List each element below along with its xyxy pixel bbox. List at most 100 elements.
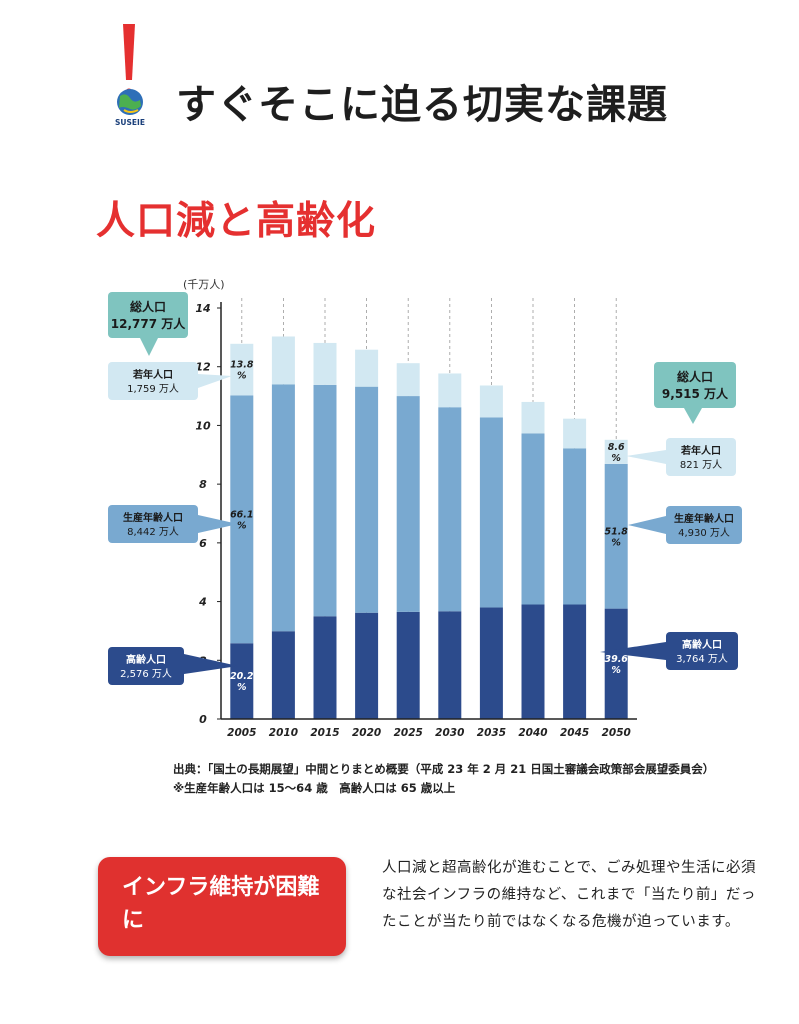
x-tick-label-2045: 2045 — [560, 727, 589, 739]
y-tick-label-6: 6 — [199, 537, 207, 550]
callout-pointer-left-3 — [184, 654, 238, 674]
callout-pointer-right-1 — [626, 450, 666, 464]
bar-2030-youth — [438, 373, 462, 408]
bar-2025-working-age — [396, 396, 420, 612]
bar-2005-elderly — [230, 643, 254, 719]
callout-label-left-0: 総人口 — [130, 299, 166, 314]
bar-2035-working-age — [479, 417, 503, 608]
callout-text: インフラ維持が困難に — [122, 875, 320, 933]
x-tick-label-2025: 2025 — [394, 727, 423, 739]
bar-2025-elderly — [396, 611, 420, 719]
callout-pointer-right-3 — [600, 642, 666, 660]
x-tick-label-2030: 2030 — [435, 727, 464, 739]
bar-2010-elderly — [271, 631, 295, 719]
bar-2040-working-age — [521, 433, 545, 605]
callout-label-right-0: 総人口 — [677, 369, 713, 384]
callout-label-right-3: 高齢人口 — [682, 638, 722, 651]
body-paragraph: 人口減と超高齢化が進むことで、ごみ処理や生活に必須な社会インフラの維持など、これ… — [382, 860, 756, 930]
bar-label-2005-0: 20.2% — [230, 671, 254, 693]
bar-label-2050-2: 8.6% — [608, 442, 625, 464]
y-tick-label-0: 0 — [199, 713, 207, 726]
bar-label-2050-1: 51.8% — [604, 526, 628, 548]
bar-2050-working-age — [604, 463, 628, 609]
population-chart: (千万人) 0246810121420052010201520202025203… — [108, 278, 742, 739]
callout-label-right-2: 生産年齢人口 — [674, 512, 734, 525]
bar-2020-elderly — [355, 612, 379, 719]
grid-lines — [241, 298, 617, 719]
bar-2040-youth — [521, 401, 545, 434]
callout-value-right-0: 9,515 万人 — [662, 386, 729, 401]
callout-label-left-2: 生産年齢人口 — [123, 511, 183, 524]
bar-percent-labels: 20.2 % 66.1 % 13.8 % 39.6 % 51.8 % 8.6% — [230, 360, 628, 693]
callout-pointer-left-2 — [198, 515, 238, 533]
bar-2015-elderly — [313, 616, 337, 719]
y-tick-label-14: 14 — [195, 302, 210, 315]
bar-label-2005-2: 13.8% — [230, 360, 254, 382]
x-tick-label-2010: 2010 — [269, 727, 298, 739]
callout-label-left-1: 若年人口 — [132, 368, 173, 381]
callout-label-right-1: 若年人口 — [680, 444, 721, 457]
bar-2005-working-age — [230, 395, 254, 644]
suseie-logo: SUSEIE — [115, 24, 145, 127]
callout-value-left-2: 8,442 万人 — [127, 526, 179, 538]
bar-2010-youth — [271, 336, 295, 385]
bar-2050-youth — [604, 439, 628, 464]
callout-box-right-2 — [666, 506, 742, 544]
callout-value-left-0: 12,777 万人 — [111, 316, 186, 331]
callout-value-left-3: 2,576 万人 — [120, 668, 172, 680]
x-tick-label-2015: 2015 — [310, 727, 339, 739]
exclamation-mark-icon — [123, 24, 135, 80]
bar-2035-youth — [479, 385, 503, 418]
source-note: 出典：「国土の長期展望」中間とりまとめ概要（平成 23 年 2 月 21 日国土… — [173, 760, 714, 798]
y-tick-label-12: 12 — [195, 361, 211, 374]
bar-2035-elderly — [479, 607, 503, 719]
bar-2020-youth — [355, 349, 379, 387]
callout-box-left-1 — [108, 362, 198, 400]
bar-label-2005-1: 66.1% — [230, 509, 253, 531]
callout-box-left-0 — [108, 292, 188, 338]
bar-2045-working-age — [563, 448, 587, 605]
logo-text: SUSEIE — [115, 118, 145, 127]
y-tick-label-10: 10 — [195, 419, 211, 432]
bar-2030-working-age — [438, 407, 462, 612]
bar-2030-elderly — [438, 611, 462, 719]
infrastructure-callout: インフラ維持が困難に — [98, 857, 346, 956]
source-citation: 出典：「国土の長期展望」中間とりまとめ概要（平成 23 年 2 月 21 日国土… — [173, 762, 715, 776]
bar-2005-youth — [230, 343, 254, 396]
callout-box-left-2 — [108, 505, 198, 543]
x-tick-label-2005: 2005 — [227, 727, 256, 739]
callout-value-right-1: 821 万人 — [680, 459, 722, 471]
bar-2020-working-age — [355, 386, 379, 613]
bar-2010-working-age — [271, 384, 295, 632]
bar-2015-youth — [313, 342, 337, 385]
callout-box-right-3 — [666, 632, 738, 670]
callout-value-right-2: 4,930 万人 — [678, 527, 730, 539]
callout-pointer-right-0 — [684, 408, 702, 424]
callout-value-left-1: 1,759 万人 — [127, 383, 179, 395]
x-tick-label-2035: 2035 — [477, 727, 506, 739]
bar-2025-youth — [396, 363, 420, 397]
y-tick-label-8: 8 — [199, 478, 207, 491]
bar-2040-elderly — [521, 604, 545, 719]
section-title: 人口減と高齢化 — [96, 199, 377, 244]
callout-label-left-3: 高齢人口 — [126, 653, 166, 666]
age-definition-note: ※生産年齢人口は 15〜64 歳 高齢人口は 65 歳以上 — [173, 781, 456, 795]
y-tick-label-4: 4 — [198, 596, 207, 609]
bar-series — [230, 336, 628, 719]
callout-value-right-3: 3,764 万人 — [676, 653, 728, 665]
callout-box-left-3 — [108, 647, 184, 685]
bar-2045-elderly — [563, 604, 587, 719]
page-title: すぐそこに迫る切実な課題 — [176, 82, 668, 128]
bar-2050-elderly — [604, 608, 628, 719]
callout-pointer-left-1 — [198, 374, 232, 388]
x-tick-label-2020: 2020 — [352, 727, 381, 739]
bar-label-2050-0: 39.6% — [604, 654, 628, 676]
callout-box-right-1 — [666, 438, 736, 476]
callout-pointer-right-2 — [628, 516, 666, 534]
x-tick-label-2040: 2040 — [518, 727, 547, 739]
callout-box-right-0 — [654, 362, 736, 408]
callout-pointer-left-0 — [140, 338, 158, 356]
y-axis-unit-label: (千万人) — [183, 278, 225, 291]
bar-2045-youth — [563, 418, 587, 449]
